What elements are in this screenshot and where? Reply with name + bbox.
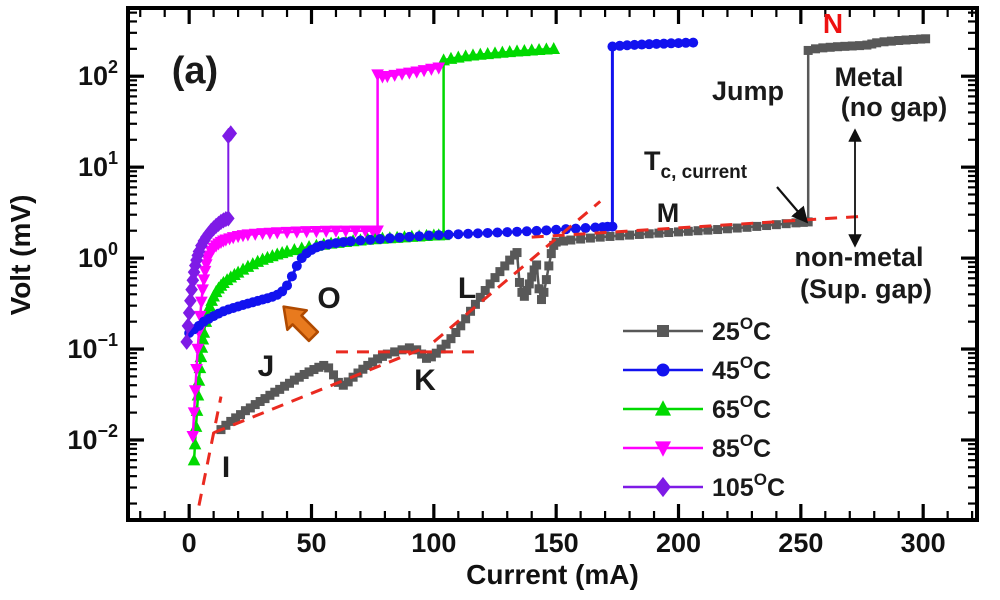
y-tick-label: 101 <box>78 148 118 182</box>
annotation-point-O: O <box>317 282 340 315</box>
legend-label: 25OC <box>712 314 771 346</box>
series-25C <box>216 34 931 435</box>
y-tick-label: 102 <box>78 57 118 91</box>
orange-block-arrow <box>282 305 320 343</box>
series-45C <box>184 37 699 339</box>
series-65C-line <box>192 47 554 461</box>
ref-line-I-tangent <box>197 396 223 506</box>
x-tick-label: 0 <box>182 528 197 558</box>
ref-line-L-tangent <box>432 200 602 343</box>
x-tick-label: 50 <box>296 528 326 558</box>
y-tick-label: 10−2 <box>67 421 118 455</box>
annotation-point-I: I <box>222 451 230 484</box>
legend-label: 65OC <box>712 392 771 424</box>
annotation-sup-gap: (Sup. gap) <box>800 274 932 304</box>
series-45C-line <box>188 41 694 335</box>
y-tick-label: 10−1 <box>67 330 118 364</box>
annotation-non-metal: non-metal <box>794 242 923 272</box>
tc-pointer-arrow <box>776 186 809 224</box>
x-tick-label: 100 <box>411 528 456 558</box>
x-axis-title: Current (mA) <box>466 559 639 590</box>
legend-label: 105OC <box>712 470 785 502</box>
annotation-point-N: N <box>823 8 843 39</box>
ref-line-J-tangent <box>213 347 423 435</box>
annotation-point-J: J <box>258 350 275 383</box>
annotation-metal: Metal <box>834 62 903 92</box>
ref-line-M-tangent <box>531 214 867 239</box>
annotation-point-M: M <box>657 198 680 228</box>
annotation-point-K: K <box>414 364 436 397</box>
annotation-no-gap: (no gap) <box>841 92 947 122</box>
legend-item-25C: 25OC <box>623 314 771 346</box>
x-tick-label: 200 <box>656 528 701 558</box>
y-axis-title: Volt (mV) <box>5 195 36 316</box>
y-tick-label: 100 <box>78 239 118 273</box>
annotation-tc-current: Tc, current <box>644 146 748 183</box>
annotation-point-L: L <box>458 272 476 305</box>
plot-border <box>126 6 979 522</box>
series-65C <box>187 41 561 466</box>
legend-item-105C: 105OC <box>623 470 785 502</box>
legend-item-85C: 85OC <box>623 431 771 463</box>
axis-ticks <box>130 10 975 518</box>
legend: 25OC 45OC 65OC 85OC 105OC <box>623 314 785 502</box>
x-tick-label: 150 <box>534 528 579 558</box>
series-85C <box>186 62 446 444</box>
legend-item-65C: 65OC <box>623 392 771 424</box>
legend-item-45C: 45OC <box>623 353 771 385</box>
x-tick-label: 300 <box>901 528 946 558</box>
annotation-jump: Jump <box>712 76 784 106</box>
series-105C <box>180 125 238 350</box>
legend-label: 45OC <box>712 353 771 385</box>
legend-label: 85OC <box>712 431 771 463</box>
x-tick-label: 250 <box>778 528 823 558</box>
annotation-panel-a: (a) <box>172 50 218 92</box>
